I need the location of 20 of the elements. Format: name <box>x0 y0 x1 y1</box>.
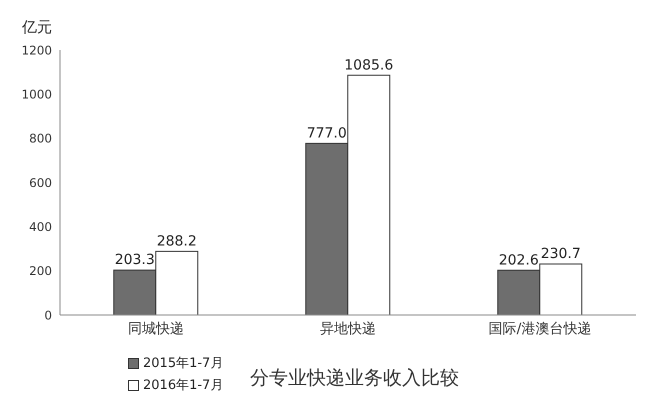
y-tick-label: 1000 <box>21 87 52 102</box>
y-tick-label: 1200 <box>21 43 52 58</box>
data-label: 230.7 <box>540 246 581 262</box>
y-tick-label: 800 <box>29 132 52 146</box>
data-label: 1085.6 <box>344 57 394 74</box>
y-tick-label: 200 <box>29 264 52 278</box>
y-axis-title: 亿元 <box>22 18 52 37</box>
data-label: 203.3 <box>114 252 155 268</box>
x-tick-label: 国际/港澳台快递 <box>488 320 592 337</box>
y-tick-label: 600 <box>29 176 52 190</box>
x-tick-label: 同城快递 <box>128 320 184 337</box>
data-label: 777.0 <box>306 125 347 142</box>
text: 分专业快递业务收入比较 <box>250 366 459 391</box>
data-label: 202.6 <box>498 252 539 268</box>
x-tick-label: 异地快递 <box>320 320 376 337</box>
y-tick-label: 400 <box>29 220 52 234</box>
y-tick-label: 0 <box>44 308 52 322</box>
legend-label: 2015年1-7月 <box>143 355 224 372</box>
legend-label: 2016年1-7月 <box>143 377 224 394</box>
data-label: 288.2 <box>156 233 197 250</box>
